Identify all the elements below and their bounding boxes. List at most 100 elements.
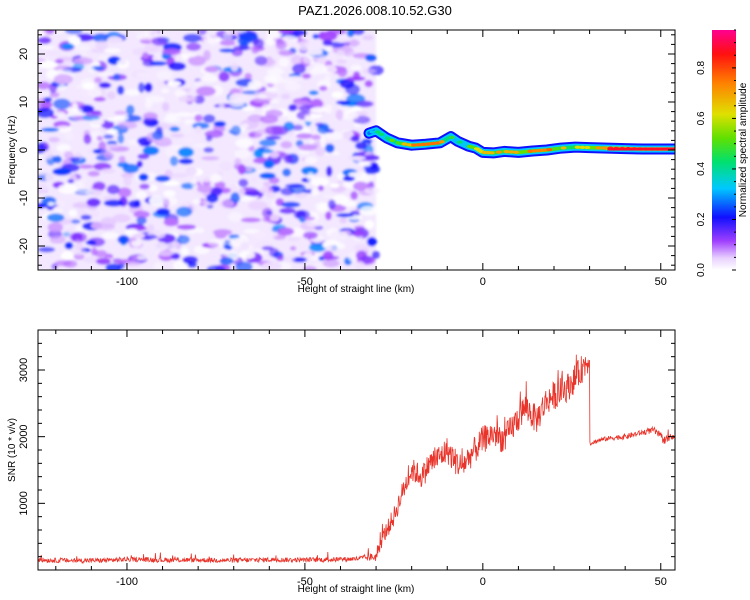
noise-blob: [325, 165, 333, 177]
noise-blob: [336, 213, 354, 218]
noise-blob: [207, 239, 227, 248]
signal-hotspot: [448, 135, 455, 139]
spectrogram-x-tick-label: 50: [655, 276, 667, 288]
noise-blob: [92, 181, 106, 191]
noise-blob: [156, 81, 167, 87]
spectrogram-y-tick-label: -20: [18, 238, 30, 254]
signal-track: [363, 125, 675, 159]
noise-blob: [74, 242, 84, 250]
noise-blob: [143, 44, 161, 53]
noise-blob: [53, 155, 62, 164]
noise-blob: [163, 115, 182, 125]
noise-blob: [74, 181, 85, 189]
noise-blob: [263, 159, 275, 169]
noise-blob: [137, 153, 150, 160]
noise-blob: [136, 160, 143, 168]
noise-blob: [325, 104, 333, 114]
noise-blob: [78, 164, 94, 169]
noise-blob: [259, 139, 277, 147]
noise-blob: [238, 188, 246, 198]
noise-blob: [355, 141, 368, 150]
noise-blob: [350, 191, 358, 200]
noise-blob: [174, 112, 194, 117]
noise-blob: [68, 35, 81, 47]
snr-x-tick-label: 50: [655, 576, 667, 588]
noise-blob: [45, 30, 55, 35]
noise-blob: [180, 247, 189, 256]
noise-blob: [276, 255, 285, 262]
noise-blob: [361, 138, 373, 144]
noise-blob: [339, 217, 347, 224]
noise-blob: [240, 242, 250, 251]
noise-blob: [54, 199, 66, 208]
noise-blob: [53, 208, 64, 214]
noise-blob: [319, 85, 328, 91]
noise-blob: [142, 52, 149, 59]
noise-blob: [235, 261, 253, 270]
noise-blob: [245, 167, 253, 172]
noise-blob: [73, 57, 93, 65]
noise-blob: [254, 55, 268, 66]
noise-blob: [103, 199, 124, 207]
noise-blob: [168, 62, 186, 71]
noise-blob: [53, 74, 73, 85]
noise-blob: [44, 173, 55, 183]
noise-blob: [48, 136, 60, 143]
snr-y-tick-label: 1000: [18, 491, 30, 515]
noise-blob: [308, 90, 319, 96]
noise-blob: [359, 205, 379, 216]
noise-blob: [160, 88, 170, 94]
noise-blob: [351, 230, 365, 237]
noise-blob: [183, 119, 195, 125]
noise-blob: [100, 168, 116, 174]
noise-blob: [209, 38, 218, 47]
noise-blob: [213, 120, 227, 127]
noise-blob: [278, 30, 295, 35]
noise-blob: [203, 147, 214, 153]
noise-blob: [201, 156, 220, 161]
noise-blob: [310, 177, 330, 187]
noise-blob: [324, 75, 331, 83]
noise-blob: [250, 175, 259, 184]
noise-blob: [336, 58, 347, 65]
noise-blob: [155, 175, 171, 183]
noise-blob: [261, 246, 274, 251]
noise-blob: [192, 198, 202, 205]
noise-blob: [114, 110, 128, 115]
noise-blob: [350, 135, 360, 143]
noise-blob: [92, 61, 101, 68]
noise-blob: [128, 200, 141, 208]
noise-blob: [210, 173, 222, 183]
signal-hotspot: [584, 145, 591, 150]
signal-hotspot: [389, 138, 396, 142]
noise-blob: [298, 149, 310, 155]
noise-blob: [362, 154, 380, 161]
noise-blob: [321, 193, 335, 199]
noise-blob: [300, 34, 312, 41]
noise-blob: [102, 195, 123, 202]
noise-blob: [301, 166, 319, 176]
noise-blob: [80, 86, 96, 97]
noise-blob: [94, 76, 102, 84]
noise-blob: [101, 232, 120, 239]
signal-hotspot: [378, 132, 385, 136]
noise-blob: [126, 261, 141, 267]
noise-blob: [345, 83, 361, 95]
noise-blob: [166, 80, 182, 87]
noise-blob: [38, 169, 49, 176]
noise-blob: [73, 45, 91, 52]
noise-blob: [331, 91, 344, 99]
noise-blob: [242, 220, 262, 229]
noise-blob: [156, 250, 174, 257]
signal-hotspot: [532, 149, 539, 153]
noise-blob: [237, 164, 247, 175]
noise-blob: [103, 48, 122, 53]
noise-blob: [219, 48, 236, 53]
noise-blob: [195, 126, 202, 134]
noise-blob: [169, 173, 188, 178]
noise-blob: [235, 138, 254, 149]
noise-blob: [117, 263, 125, 270]
noise-blob: [241, 106, 256, 112]
noise-blob: [192, 143, 208, 148]
